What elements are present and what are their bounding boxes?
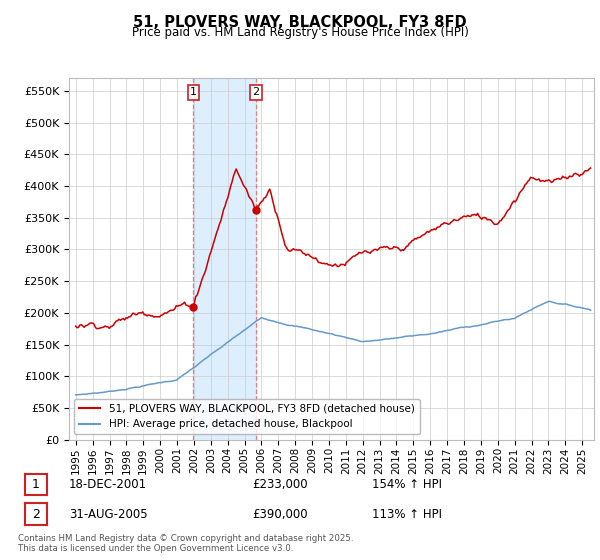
Legend: 51, PLOVERS WAY, BLACKPOOL, FY3 8FD (detached house), HPI: Average price, detach: 51, PLOVERS WAY, BLACKPOOL, FY3 8FD (det… bbox=[74, 399, 419, 435]
Text: 1: 1 bbox=[32, 478, 40, 491]
Text: 31-AUG-2005: 31-AUG-2005 bbox=[69, 507, 148, 521]
Text: £390,000: £390,000 bbox=[252, 507, 308, 521]
Text: 51, PLOVERS WAY, BLACKPOOL, FY3 8FD: 51, PLOVERS WAY, BLACKPOOL, FY3 8FD bbox=[133, 15, 467, 30]
Text: 18-DEC-2001: 18-DEC-2001 bbox=[69, 478, 147, 491]
Text: 154% ↑ HPI: 154% ↑ HPI bbox=[372, 478, 442, 491]
Bar bbox=[193, 78, 256, 440]
Text: 113% ↑ HPI: 113% ↑ HPI bbox=[372, 507, 442, 521]
Text: 2: 2 bbox=[32, 507, 40, 521]
Text: 1: 1 bbox=[190, 87, 197, 97]
Text: Contains HM Land Registry data © Crown copyright and database right 2025.
This d: Contains HM Land Registry data © Crown c… bbox=[18, 534, 353, 553]
Text: 2: 2 bbox=[253, 87, 259, 97]
Text: £233,000: £233,000 bbox=[252, 478, 308, 491]
Text: Price paid vs. HM Land Registry's House Price Index (HPI): Price paid vs. HM Land Registry's House … bbox=[131, 26, 469, 39]
